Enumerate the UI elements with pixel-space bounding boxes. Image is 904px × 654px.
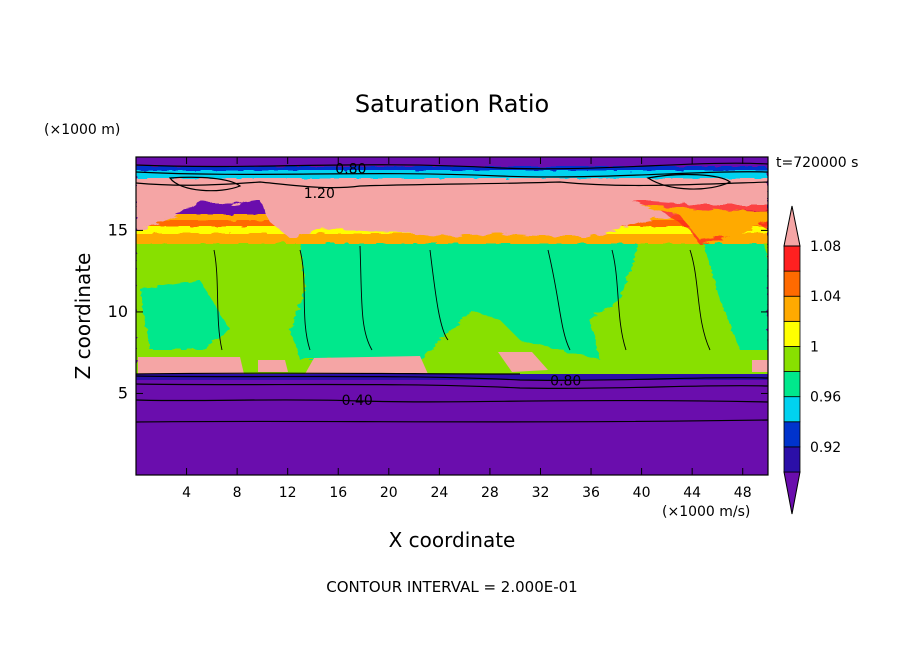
colorbar-extend-low (783, 471, 801, 515)
x-tick-label: 16 (329, 485, 347, 501)
y-axis-label: Z coordinate (71, 253, 95, 380)
colorbar-tick-label: 1.04 (810, 289, 841, 305)
plot-frame (135, 156, 769, 476)
y-tick-label: 5 (118, 383, 128, 402)
x-axis-label: X coordinate (389, 528, 516, 552)
colorbar-segment (783, 295, 801, 322)
contour-label: 0.40 (342, 393, 373, 409)
colorbar-segment (783, 270, 801, 297)
x-tick-label: 48 (734, 485, 752, 501)
colorbar-segment (783, 371, 801, 398)
y-axis: 5 10 15 (108, 220, 768, 402)
x-tick-label: 4 (182, 485, 191, 501)
x-tick-label: 44 (683, 485, 701, 501)
saturation-field (136, 157, 768, 475)
x-tick-label: 36 (582, 485, 600, 501)
time-label: t=720000 s (776, 155, 858, 171)
y-tick-label: 10 (108, 302, 128, 321)
colorbar-tick-label: 1 (810, 339, 819, 355)
y-tick-label: 15 (108, 220, 128, 239)
contour-label: 0.80 (550, 373, 581, 389)
contour-label: 1.20 (304, 186, 335, 202)
colorbar-tick-label: 0.96 (810, 390, 841, 406)
x-unit-label: (×1000 m/s) (662, 504, 750, 520)
contour-interval-footer: CONTOUR INTERVAL = 2.000E-01 (326, 578, 577, 596)
contour-labels: 0.801.200.800.40 (304, 161, 582, 409)
x-tick-label: 20 (380, 485, 398, 501)
x-tick-label: 28 (481, 485, 499, 501)
colorbar-segment (783, 245, 801, 272)
chart-title: Saturation Ratio (355, 90, 549, 118)
x-axis: 4 8 12 16 20 24 28 32 36 40 44 48 (182, 157, 752, 501)
colorbar-tick-label: 1.08 (810, 239, 841, 255)
colorbar-segment (783, 421, 801, 448)
contour-label: 0.80 (335, 161, 366, 177)
colorbar: 0.92 0.96 1 1.04 1.08 (783, 205, 841, 515)
colorbar-segment (783, 346, 801, 372)
y-unit-label: (×1000 m) (44, 122, 120, 138)
colorbar-segment (783, 446, 801, 473)
x-tick-label: 32 (532, 485, 550, 501)
colorbar-segment (783, 320, 801, 347)
x-tick-label: 12 (279, 485, 297, 501)
x-tick-label: 8 (233, 485, 242, 501)
x-tick-label: 40 (633, 485, 651, 501)
colorbar-segment (783, 396, 801, 423)
colorbar-tick-label: 0.92 (810, 440, 841, 456)
colorbar-extend-high (783, 205, 801, 247)
x-tick-label: 24 (430, 485, 448, 501)
